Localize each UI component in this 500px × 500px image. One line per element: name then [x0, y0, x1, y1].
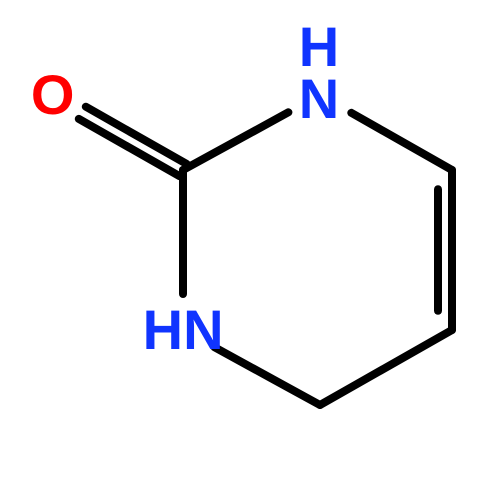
molecule-canvas: HNHNO: [0, 0, 500, 500]
atom-n-label: N: [299, 71, 339, 127]
bond-line: [183, 112, 288, 170]
atom-label-o: O: [31, 67, 75, 123]
bond-line: [215, 347, 320, 405]
bond-line: [351, 113, 452, 170]
atom-label-n3: HN: [143, 302, 224, 358]
bond-layer: [0, 0, 500, 500]
bond-line: [320, 330, 452, 405]
